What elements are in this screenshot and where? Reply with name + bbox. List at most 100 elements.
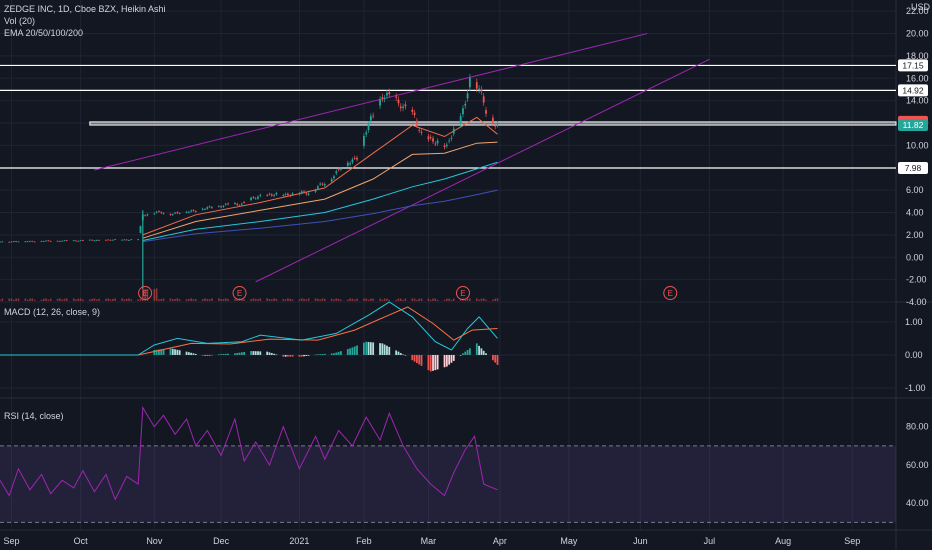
candle-body bbox=[275, 193, 278, 195]
price-tick-label: 10.00 bbox=[906, 140, 929, 150]
macd-histogram-bar bbox=[333, 353, 335, 355]
macd-histogram-bar bbox=[482, 350, 485, 355]
candle-body bbox=[333, 176, 335, 179]
candle-body bbox=[289, 195, 292, 197]
volume-bar bbox=[300, 298, 303, 301]
volume-bar bbox=[13, 299, 15, 301]
candle-body bbox=[234, 203, 236, 204]
candle-body bbox=[365, 132, 368, 135]
earnings-marker-label: E bbox=[142, 289, 147, 298]
x-tick-label: Jul bbox=[704, 536, 716, 546]
candle-body bbox=[300, 191, 303, 194]
volume-bar bbox=[121, 298, 123, 301]
volume-bar bbox=[335, 298, 338, 301]
volume-bar bbox=[112, 298, 114, 301]
price-tick-label: 20.00 bbox=[906, 29, 929, 39]
macd-histogram-bar bbox=[282, 354, 285, 357]
macd-histogram-bar bbox=[443, 354, 446, 368]
candle-body bbox=[178, 213, 181, 215]
volume-bar bbox=[314, 298, 317, 301]
macd-histogram-bar bbox=[234, 353, 236, 355]
volume-bar bbox=[349, 298, 351, 301]
candle-body bbox=[305, 193, 308, 195]
macd-histogram-bar bbox=[478, 345, 480, 355]
macd-histogram-bar bbox=[429, 354, 432, 372]
macd-histogram-bar bbox=[259, 351, 262, 355]
candle-body bbox=[201, 208, 204, 210]
volume-bar bbox=[24, 298, 27, 301]
volume-bar bbox=[137, 299, 140, 301]
macd-histogram-bar bbox=[227, 353, 229, 355]
volume-bar bbox=[56, 298, 59, 301]
volume-bar bbox=[268, 298, 271, 301]
volume-bar bbox=[436, 299, 439, 301]
trendline bbox=[94, 33, 648, 171]
volume-bar bbox=[399, 298, 402, 301]
candle-body bbox=[349, 163, 352, 165]
candle-body bbox=[404, 104, 407, 107]
candle-body bbox=[130, 239, 133, 241]
macd-histogram-bar bbox=[206, 354, 209, 356]
volume-bar bbox=[77, 298, 80, 301]
macd-histogram-bar bbox=[316, 354, 319, 355]
macd-histogram-bar bbox=[363, 342, 365, 355]
volume-bar bbox=[109, 299, 112, 301]
volume-bar bbox=[75, 299, 77, 301]
candle-body bbox=[448, 140, 451, 142]
price-tick-label: 4.00 bbox=[906, 208, 924, 218]
volume-bar bbox=[351, 298, 354, 301]
rsi-legend: RSI (14, close) bbox=[4, 411, 64, 421]
macd-histogram-bar bbox=[303, 354, 305, 357]
earnings-marker-label: E bbox=[668, 289, 673, 298]
macd-histogram-bar bbox=[485, 353, 487, 355]
candle-body bbox=[24, 241, 27, 243]
candle-body bbox=[492, 117, 494, 124]
volume-bar bbox=[222, 299, 225, 301]
candle-body bbox=[298, 193, 301, 195]
price-tag bbox=[898, 162, 928, 175]
macd-histogram-bar bbox=[349, 348, 352, 355]
macd-histogram-bar bbox=[307, 354, 310, 356]
candle-body bbox=[45, 240, 47, 242]
volume-bar bbox=[321, 298, 324, 301]
candle-body bbox=[335, 171, 338, 174]
macd-histogram-bar bbox=[420, 354, 423, 366]
volume-bar bbox=[123, 299, 126, 301]
macd-histogram-bar bbox=[171, 348, 174, 355]
volume-bar bbox=[282, 298, 285, 301]
macd-histogram-bar bbox=[208, 354, 211, 356]
volume-legend: Vol (20) bbox=[4, 16, 36, 26]
candle-body bbox=[259, 194, 262, 196]
rsi-line bbox=[0, 405, 498, 501]
candle-body bbox=[381, 97, 384, 99]
volume-bar bbox=[356, 298, 358, 301]
candle-body bbox=[211, 207, 213, 208]
volume-bar bbox=[379, 298, 381, 301]
candle-body bbox=[42, 241, 45, 242]
candle-body bbox=[386, 92, 388, 96]
candle-body bbox=[77, 240, 80, 242]
candle-body bbox=[15, 241, 18, 243]
earnings-marker-circle bbox=[455, 286, 470, 301]
volume-bar bbox=[169, 298, 172, 301]
candle-body bbox=[17, 241, 20, 243]
macd-histogram-bar bbox=[356, 345, 358, 355]
volume-bar bbox=[466, 298, 469, 301]
macd-histogram-bar bbox=[220, 354, 223, 355]
volume-bar bbox=[303, 298, 305, 301]
macd-histogram-bar bbox=[194, 353, 197, 355]
volume-bar bbox=[254, 298, 257, 301]
candle-body bbox=[185, 211, 188, 213]
volume-bar bbox=[337, 298, 340, 301]
price-tag-label: 11.82 bbox=[903, 120, 924, 130]
candle-body bbox=[429, 137, 432, 138]
volume-bar bbox=[105, 298, 107, 301]
volume-bar bbox=[459, 298, 462, 301]
candle-body bbox=[61, 240, 64, 242]
macd-tick-label: -1.00 bbox=[905, 383, 926, 393]
macd-histogram-bar bbox=[250, 350, 252, 355]
volume-bar bbox=[91, 298, 93, 301]
candle-body bbox=[238, 205, 241, 207]
